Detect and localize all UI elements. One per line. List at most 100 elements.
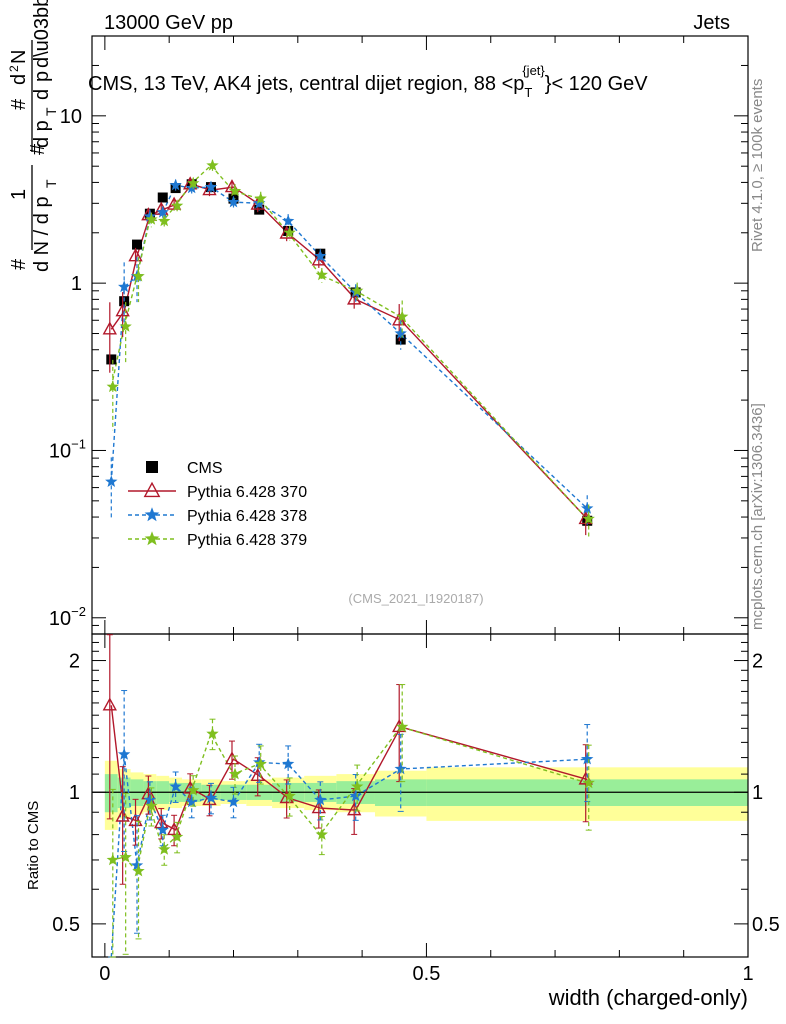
data-point (314, 249, 327, 262)
x-tick-label: 1 (742, 963, 753, 985)
data-point (395, 334, 406, 345)
data-point (106, 354, 117, 365)
data-point (157, 192, 168, 203)
ratio-point (283, 789, 296, 802)
ratio-point (582, 776, 595, 789)
mcplots-label: mcplots.cern.ch [arXiv:1306.3436] (749, 403, 766, 630)
data-point (351, 284, 364, 297)
header-right: Jets (693, 12, 730, 34)
ratio-point (128, 812, 143, 827)
ratio-point (132, 864, 145, 877)
data-point (145, 213, 158, 225)
ratio-point (106, 853, 119, 866)
y-tick-label: 1 (71, 273, 82, 295)
ratio-point (282, 757, 295, 770)
data-point (582, 512, 595, 525)
svg-text:T: T (43, 179, 59, 188)
y-tick-label: 10−1 (49, 436, 86, 462)
data-point (170, 199, 184, 211)
y-tick-label-right: 0.5 (752, 914, 780, 936)
svg-text:1: 1 (8, 189, 30, 200)
ratio-point (119, 850, 132, 863)
ratio-point (227, 795, 240, 808)
ratio-point (315, 828, 328, 840)
x-tick-label: 0 (99, 963, 110, 985)
svg-text:#: # (8, 98, 30, 110)
data-point (143, 210, 157, 222)
ratio-point (394, 762, 407, 775)
data-point (206, 159, 219, 171)
ratio-point (102, 697, 117, 711)
data-point (204, 180, 218, 193)
y-tick-label: 10−2 (49, 604, 86, 630)
data-point (581, 502, 594, 514)
data-point (315, 268, 328, 281)
y-axis-label-ratio: Ratio to CMS (25, 801, 42, 890)
svg-text:d N / d p: d N / d p (31, 196, 53, 272)
data-point (282, 214, 295, 227)
series-line-upper (110, 183, 588, 520)
svg-text:#: # (8, 258, 30, 270)
y-tick-label: 2 (69, 651, 80, 673)
watermark: (CMS_2021_I1920187) (348, 591, 483, 606)
data-point (132, 269, 145, 282)
y-tick-label: 1 (69, 782, 80, 804)
ratio-point (156, 823, 169, 836)
ratio-point (187, 783, 200, 796)
ratio-point (158, 842, 171, 855)
header-left: 13000 GeV pp (104, 12, 233, 34)
data-point (187, 176, 200, 189)
svg-text:d p: d p (31, 120, 53, 148)
data-point (132, 239, 143, 250)
ratio-point (396, 720, 409, 733)
series-line-ratio (111, 726, 588, 873)
ratio-point (311, 800, 326, 814)
svg-text:p: p (31, 71, 53, 82)
ratio-point (349, 789, 362, 802)
legend-label: Pythia 6.428 370 (187, 484, 307, 501)
data-point (228, 184, 242, 197)
data-point (283, 226, 296, 238)
ratio-point (254, 757, 267, 770)
ratio-point (581, 752, 594, 765)
legend-label: Pythia 6.428 379 (187, 532, 307, 549)
data-point (106, 380, 119, 393)
x-axis-label: width (charged-only) (548, 985, 748, 1010)
svg-text:2: 2 (7, 65, 21, 72)
svg-text:N: N (8, 50, 30, 64)
ratio-point (118, 747, 131, 760)
y-tick-label-right: 2 (752, 651, 763, 673)
data-point (156, 205, 169, 218)
band-inner (104, 774, 118, 813)
data-point (396, 310, 409, 322)
series-line-upper (110, 184, 588, 510)
data-point (158, 214, 171, 227)
y-tick-label-right: 1 (752, 782, 763, 804)
data-point (227, 195, 240, 208)
x-tick-label: 0.5 (413, 963, 441, 985)
data-point (102, 321, 117, 335)
data-point (128, 248, 143, 262)
data-point (185, 181, 198, 194)
ratio-point (166, 821, 182, 836)
ratio-point (228, 767, 242, 780)
chart-title: CMS, 13 TeV, AK4 jets, central dijet reg… (88, 63, 648, 100)
data-point (119, 320, 132, 332)
data-point (394, 327, 407, 339)
legend-label: CMS (187, 460, 223, 477)
series-line-ratio (110, 754, 588, 958)
y-tick-label: 0.5 (52, 914, 80, 936)
y-tick-label: 10 (60, 106, 82, 128)
legend-marker (146, 461, 158, 473)
y-axis-label-upper: # d N / d p T 1 # d p T # d 2 N d p d\u0… (7, 0, 59, 272)
ratio-point (169, 780, 182, 792)
svg-text:d: d (8, 74, 30, 85)
rivet-label: Rivet 4.1.0, ≥ 100k events (749, 79, 766, 252)
svg-text:d: d (31, 89, 53, 100)
ratio-point (145, 799, 158, 812)
ratio-point (206, 727, 219, 740)
svg-text:d\u03bb: d\u03bb (31, 0, 53, 68)
ratio-point (170, 830, 184, 843)
ratio-frame (91, 633, 749, 958)
